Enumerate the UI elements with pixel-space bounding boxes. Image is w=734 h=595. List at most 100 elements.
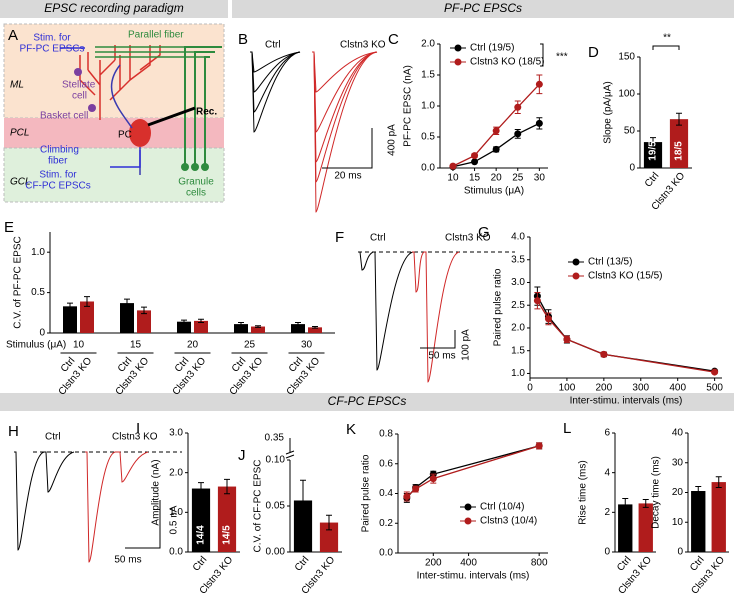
x-tick-label: 400 — [669, 383, 686, 394]
marker — [429, 475, 437, 483]
error-bar — [642, 498, 649, 508]
bar — [177, 321, 191, 333]
cell-label: Basket cell — [40, 111, 88, 122]
bar — [137, 310, 151, 333]
marker — [600, 350, 608, 358]
bar — [293, 500, 313, 552]
granule-cell — [191, 163, 199, 171]
y-tick-label: 3.0 — [511, 277, 525, 288]
trace-label: Clstn3 KO — [340, 40, 386, 51]
marker — [514, 130, 522, 138]
y-axis-label: C.V. of CF-PC EPSC — [253, 460, 264, 553]
y-tick-label: 0.6 — [379, 458, 393, 469]
y-axis-label: Paired pulse ratio — [361, 454, 372, 532]
axis-break — [285, 450, 295, 459]
trace — [250, 51, 301, 93]
error-bar — [676, 112, 682, 126]
trace-label: Ctrl — [370, 233, 386, 244]
panel-letter: F — [335, 229, 344, 246]
basket-cell — [88, 104, 96, 112]
n-label: 14/4 — [196, 525, 207, 545]
stim-electrode — [60, 47, 141, 168]
line — [536, 295, 715, 372]
y-tick-label: 1.5 — [511, 345, 525, 356]
x-tick-label: 200 — [596, 383, 613, 394]
legend-marker — [464, 517, 472, 525]
trace — [250, 51, 301, 133]
bar — [308, 327, 322, 333]
y-tick-label: 2.5 — [511, 300, 525, 311]
marker — [412, 485, 420, 493]
error-bar — [181, 319, 187, 324]
y-tick-label: 0.0 — [169, 547, 183, 558]
error-bar — [255, 325, 261, 328]
granule-cell — [181, 163, 189, 171]
y-tick-label: 50 — [624, 126, 636, 137]
y-tick-label: 1.0 — [31, 247, 45, 258]
x-tick-label: 15 — [130, 340, 142, 351]
error-bar — [695, 486, 702, 496]
significance: ** — [663, 33, 671, 44]
y-tick-label: 2.0 — [511, 323, 525, 334]
fiber-label: Climbing — [40, 145, 79, 156]
bracket — [540, 43, 544, 67]
y-tick-label: 0.00 — [266, 547, 286, 558]
trace-label: Ctrl — [45, 432, 61, 443]
trace — [312, 51, 378, 213]
y-tick-label: 1.5 — [421, 70, 435, 81]
marker — [514, 103, 522, 111]
scale-label: 20 ms — [334, 171, 361, 182]
bar — [191, 488, 211, 552]
scale-bar — [322, 128, 373, 169]
bar — [691, 491, 706, 552]
legend-label: Ctrl (19/5) — [470, 43, 514, 54]
x-tick-label: 500 — [706, 383, 723, 394]
cell-label: cells — [186, 188, 206, 199]
cell-label: Stellate — [62, 80, 96, 91]
fiber-label: Parallel fiber — [128, 30, 184, 41]
y-tick-label: 0.8 — [379, 429, 393, 440]
error-bar — [124, 298, 130, 308]
scale-label: 50 ms — [428, 351, 455, 362]
x-tick-label: 20 — [491, 173, 503, 184]
n-label: 18/5 — [674, 141, 685, 161]
n-label: 19/5 — [648, 141, 659, 161]
legend-label: Clstn3 KO (18/5) — [470, 57, 544, 68]
header: CF-PC EPSCs — [328, 394, 407, 408]
error-bar — [650, 137, 656, 148]
trace — [250, 51, 301, 73]
legend-label: Ctrl (13/5) — [588, 257, 632, 268]
marker — [535, 442, 543, 450]
x-axis-label: Stimulus (μA) — [464, 186, 524, 197]
panel-letter: C — [388, 31, 399, 48]
trace-label: Clstn3 KO — [112, 432, 158, 443]
y-axis-label: C.V. of PF-PC EPSC — [13, 236, 24, 328]
bar — [63, 306, 77, 333]
scale-label: 0.5 nA — [169, 505, 180, 534]
marker — [403, 492, 411, 500]
bar — [319, 522, 339, 552]
x-tick-label: Ctrl — [293, 555, 311, 574]
error-bar — [326, 514, 332, 531]
y-tick-label: 150 — [618, 52, 635, 63]
bar — [251, 326, 265, 333]
y-tick-label: 0 — [604, 547, 610, 558]
marker — [492, 145, 500, 153]
y-tick-label: 0.5 — [31, 287, 45, 298]
legend-label: Clstn3 (10/4) — [480, 516, 537, 527]
x-tick-label: 20 — [187, 340, 199, 351]
n-label: 14/5 — [222, 525, 233, 545]
error-bar — [312, 326, 318, 329]
y-tick-label: 0.0 — [421, 163, 435, 174]
rec-label: Rec. — [196, 107, 217, 118]
panel-letter: E — [4, 219, 14, 236]
line — [406, 445, 540, 499]
y-tick-label: 0.05 — [266, 501, 286, 512]
panel-letter: K — [346, 421, 356, 438]
legend-label: Clstn3 KO (15/5) — [588, 271, 662, 282]
trace — [85, 451, 149, 563]
y-axis-label: Slope (pA/μA) — [603, 81, 614, 143]
gcl-layer — [3, 147, 225, 203]
bar — [669, 119, 689, 168]
stellate-cell — [74, 68, 82, 76]
